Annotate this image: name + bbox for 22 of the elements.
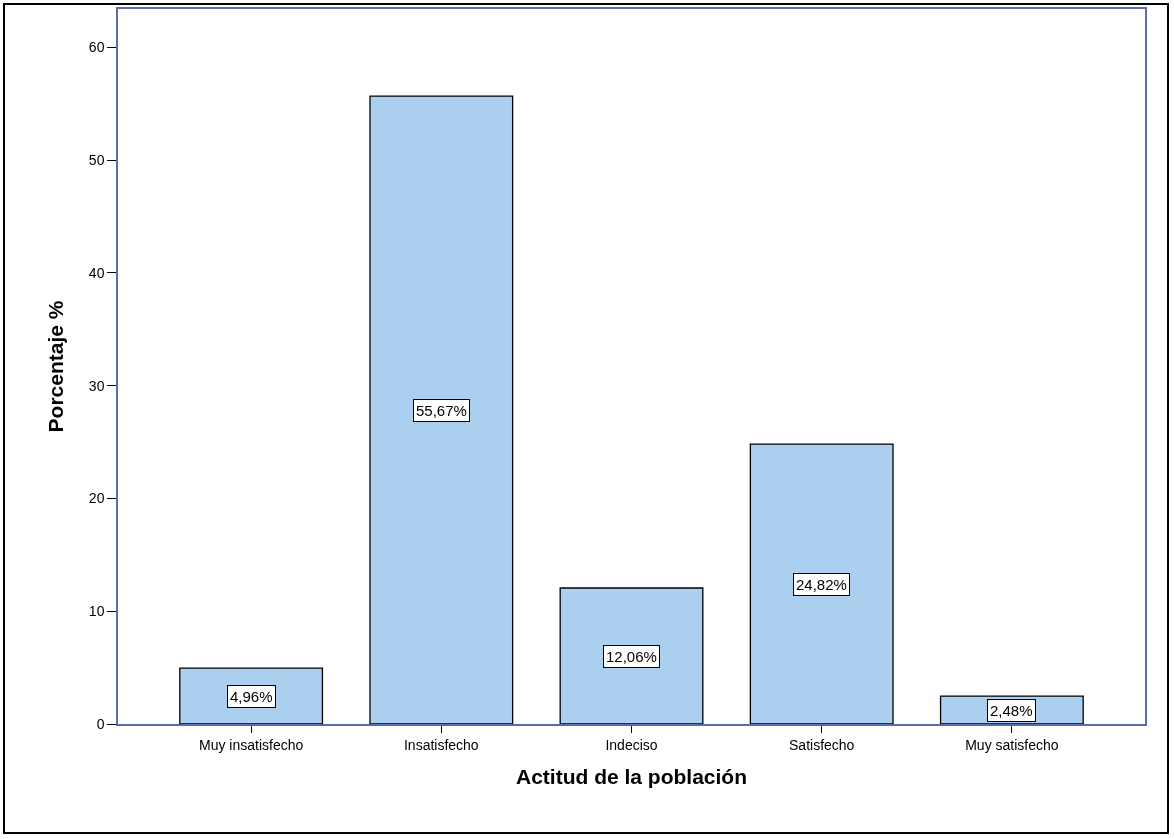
y-tick-label: 30 (88, 377, 105, 394)
x-tick-label: Muy satisfecho (965, 736, 1059, 753)
y-tick-label: 20 (88, 490, 105, 507)
x-tick-label: Indeciso (605, 736, 658, 753)
y-tick-label: 10 (88, 603, 105, 620)
y-tick-label: 40 (88, 264, 105, 281)
data-label: 4,96% (230, 688, 273, 705)
x-tick-label: Muy insatisfecho (198, 736, 304, 753)
data-label: 2,48% (990, 702, 1033, 719)
bar (749, 443, 894, 724)
data-label: 55,67% (416, 402, 467, 419)
y-tick-label: 60 (88, 39, 105, 56)
x-tick-label: Insatisfecho (403, 736, 479, 753)
data-label: 24,82% (796, 576, 847, 593)
data-label: 12,06% (606, 648, 657, 665)
y-axis-title: Porcentaje % (43, 300, 67, 433)
y-tick-label: 0 (96, 715, 105, 732)
y-tick-label: 50 (88, 152, 105, 169)
x-tick-label: Satisfecho (789, 736, 855, 753)
bar (369, 95, 514, 724)
x-axis-title: Actitud de la población (515, 765, 748, 789)
bar (559, 587, 704, 724)
